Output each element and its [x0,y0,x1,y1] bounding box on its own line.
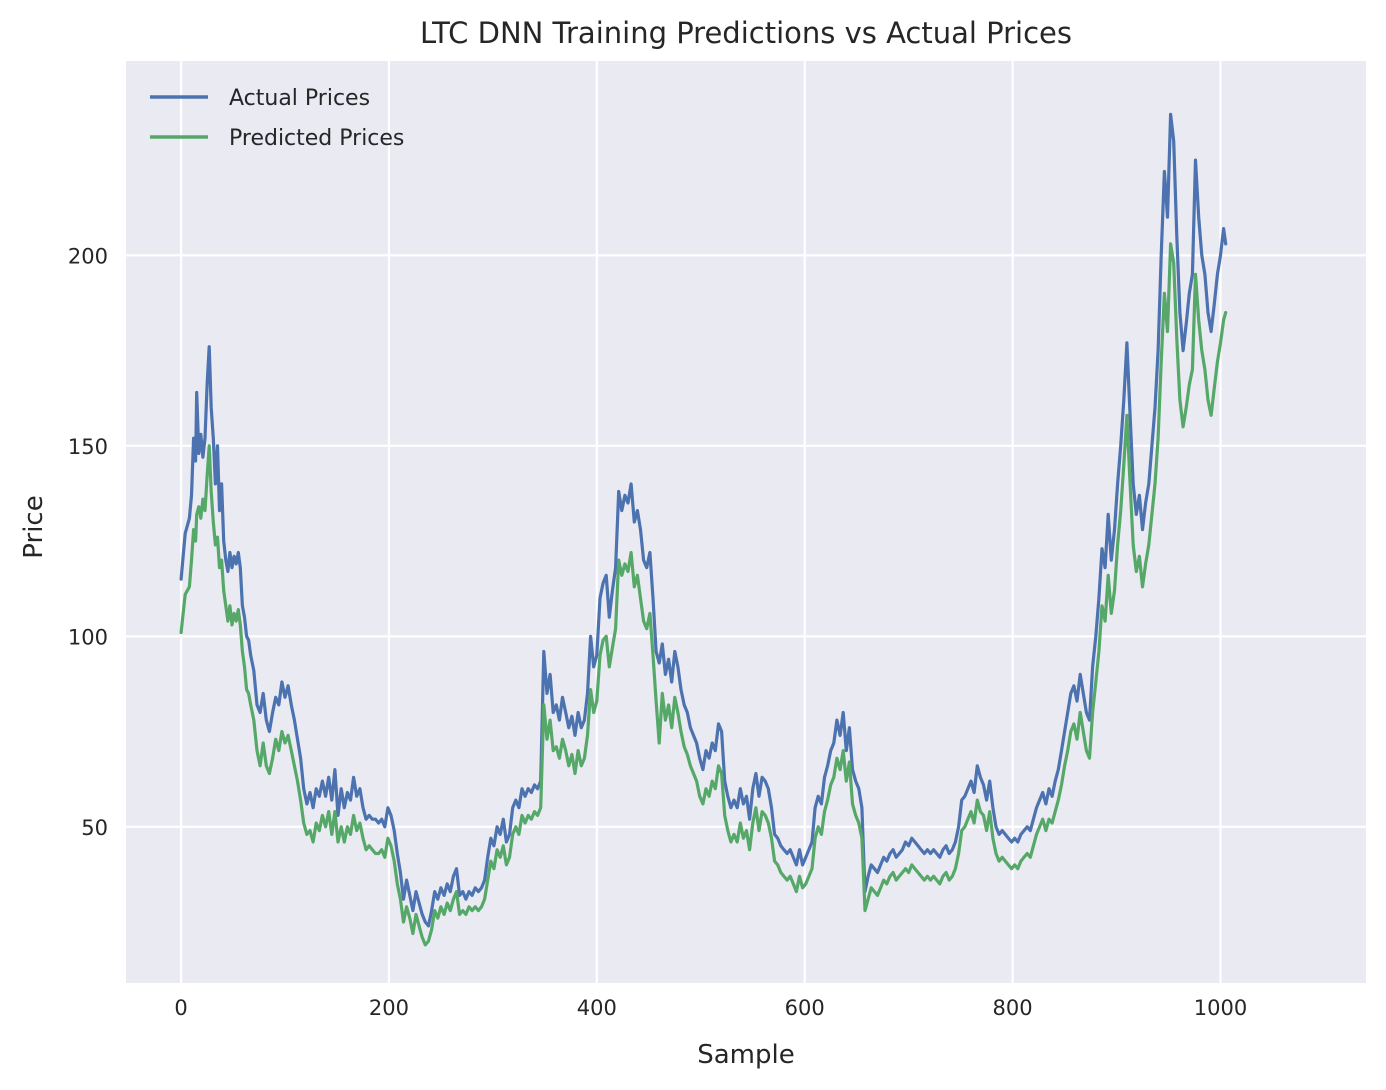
x-tick-label: 400 [577,996,617,1020]
legend-label: Predicted Prices [229,126,404,151]
plot-area [126,61,1366,983]
x-tick-label: 0 [174,996,187,1020]
y-axis-ticks: 50 100 150 200 [68,244,108,839]
x-axis-ticks: 0 200 400 600 800 1000 [174,996,1247,1020]
legend-label: Actual Prices [229,86,370,111]
legend: Actual Prices Predicted Prices [150,86,404,151]
y-tick-label: 100 [68,625,108,649]
series-line-1 [179,112,1228,928]
x-tick-label: 200 [369,996,409,1020]
y-tick-label: 50 [81,816,108,840]
y-axis-label: Price [19,495,49,558]
series-line-2 [179,242,1228,947]
x-tick-label: 600 [785,996,825,1020]
y-tick-label: 150 [68,435,108,459]
series-group [179,112,1228,947]
x-tick-label: 800 [993,996,1033,1020]
x-tick-label: 1000 [1194,996,1247,1020]
x-axis-label: Sample [697,1040,795,1070]
y-tick-label: 200 [68,244,108,268]
chart-title: LTC DNN Training Predictions vs Actual P… [420,16,1072,50]
